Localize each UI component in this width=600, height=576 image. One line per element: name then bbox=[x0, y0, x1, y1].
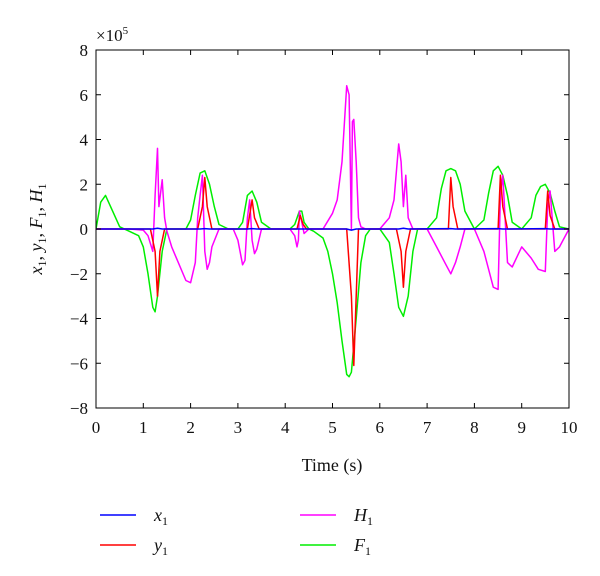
legend-label-x1: x1 bbox=[153, 505, 168, 528]
ticks-layer: 0 1 2 3 4 5 6 7 8 9 10 −8 −6 −4 −2 0 2 4 6 8 bbox=[70, 41, 578, 437]
x-tick-label: 10 bbox=[561, 418, 578, 437]
x-tick-label: 3 bbox=[234, 418, 243, 437]
x-tick-label: 6 bbox=[376, 418, 385, 437]
legend: x1 y1 H1 F1 bbox=[100, 505, 373, 558]
y-tick-label: 0 bbox=[80, 220, 89, 239]
series-layer bbox=[96, 85, 569, 378]
x-tick-label: 2 bbox=[186, 418, 195, 437]
legend-label-h1: H1 bbox=[353, 505, 373, 528]
legend-label-f1: F1 bbox=[353, 535, 371, 558]
y-tick-label: 8 bbox=[80, 41, 89, 60]
series-line-y1 bbox=[96, 174, 569, 367]
y-tick-label: −4 bbox=[70, 310, 89, 329]
legend-label-y1: y1 bbox=[152, 535, 168, 558]
x-tick-label: 5 bbox=[328, 418, 337, 437]
y-multiplier-label: ×105 bbox=[96, 25, 129, 45]
x-tick-label: 4 bbox=[281, 418, 290, 437]
x-tick-label: 1 bbox=[139, 418, 148, 437]
y-tick-label: −6 bbox=[70, 354, 88, 373]
x-tick-label: 7 bbox=[423, 418, 432, 437]
y-tick-label: −2 bbox=[70, 265, 88, 284]
x-axis-title: Time (s) bbox=[302, 455, 363, 476]
x-tick-label: 8 bbox=[470, 418, 479, 437]
y-axis-title: x1, y1, F1, H1 bbox=[26, 184, 49, 276]
x-tick-label: 9 bbox=[517, 418, 526, 437]
y-tick-label: 6 bbox=[80, 86, 89, 105]
y-tick-label: 2 bbox=[80, 175, 89, 194]
series-line-h1 bbox=[96, 85, 569, 291]
y-tick-label: −8 bbox=[70, 399, 88, 418]
y-tick-label: 4 bbox=[80, 131, 89, 150]
x-tick-label: 0 bbox=[92, 418, 101, 437]
series-line-x1 bbox=[96, 227, 569, 231]
